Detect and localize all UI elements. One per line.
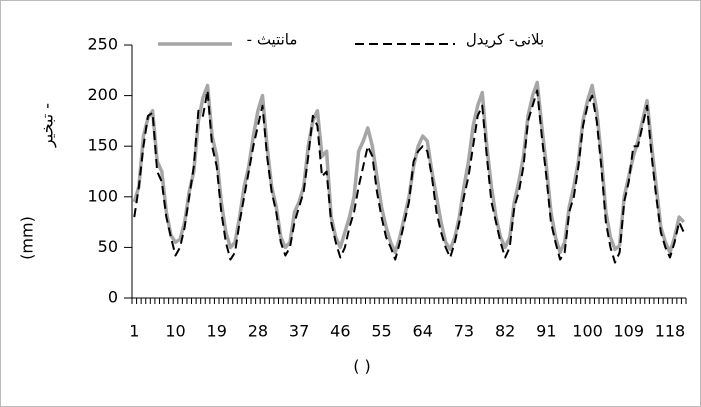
y-tick-label: 150 (87, 136, 118, 155)
x-tick-label: 37 (289, 322, 309, 341)
x-axis-label: ( ) (353, 357, 371, 376)
y-axis-label: تبخیر - (38, 103, 58, 148)
y-tick-label: 100 (87, 186, 118, 205)
x-tick-label: 10 (165, 322, 185, 341)
x-tick-label: 100 (572, 322, 603, 341)
x-tick-label: 109 (613, 322, 644, 341)
x-tick-label: 46 (330, 322, 350, 341)
y-axis-unit: (mm) (18, 216, 37, 260)
x-tick-label: 28 (248, 322, 268, 341)
y-tick-label: 50 (98, 237, 118, 256)
legend-label: بلانی- کریدل (466, 31, 544, 49)
y-tick-label: 200 (87, 85, 118, 104)
series-line (133, 89, 685, 264)
x-tick-label: 19 (207, 322, 227, 341)
y-tick-label: 250 (87, 35, 118, 54)
y-tick-label: 0 (108, 288, 118, 307)
x-tick-label: 64 (413, 322, 433, 341)
x-tick-label: 91 (536, 322, 556, 341)
legend-label: - مانتیث (247, 31, 298, 49)
x-tick-label: 55 (371, 322, 391, 341)
x-tick-label: 1 (129, 322, 139, 341)
x-tick-label: 73 (454, 322, 474, 341)
series-line (132, 80, 686, 255)
x-tick-label: 118 (655, 322, 686, 341)
x-tick-label: 82 (495, 322, 515, 341)
